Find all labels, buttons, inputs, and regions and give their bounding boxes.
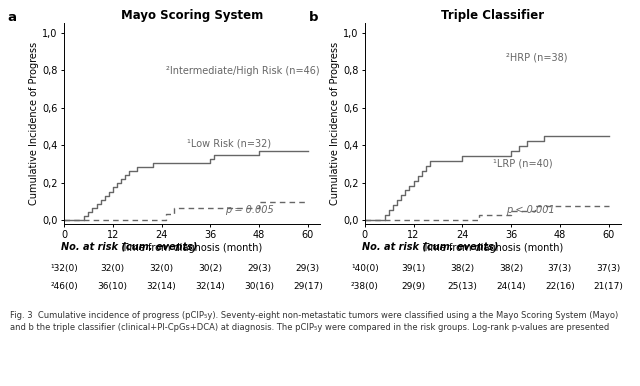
Text: 30(16): 30(16)	[244, 282, 274, 291]
Text: No. at risk (cum. events): No. at risk (cum. events)	[61, 241, 197, 251]
Y-axis label: Cumulative Incidence of Progress: Cumulative Incidence of Progress	[29, 42, 40, 205]
Text: ²46(0): ²46(0)	[50, 282, 78, 291]
Text: 29(17): 29(17)	[293, 282, 323, 291]
Text: p = 0.005: p = 0.005	[225, 205, 274, 215]
X-axis label: Time from diagnosis (month): Time from diagnosis (month)	[422, 243, 563, 253]
Text: 29(3): 29(3)	[247, 264, 271, 273]
Text: Fig. 3  Cumulative incidence of progress (pCIP₅y). Seventy-eight non-metastatic : Fig. 3 Cumulative incidence of progress …	[10, 311, 618, 332]
Text: 38(2): 38(2)	[499, 264, 523, 273]
Text: 22(16): 22(16)	[545, 282, 575, 291]
Text: 37(3): 37(3)	[548, 264, 572, 273]
Text: b: b	[308, 11, 318, 24]
Text: 32(0): 32(0)	[100, 264, 125, 273]
Text: ²Intermediate/High Risk (n=46): ²Intermediate/High Risk (n=46)	[166, 66, 320, 76]
Text: ²HRP (n=38): ²HRP (n=38)	[506, 52, 567, 62]
Text: ¹LRP (n=40): ¹LRP (n=40)	[493, 159, 552, 169]
Y-axis label: Cumulative Incidence of Progress: Cumulative Incidence of Progress	[330, 42, 340, 205]
Text: 32(14): 32(14)	[147, 282, 177, 291]
Text: ¹40(0): ¹40(0)	[351, 264, 379, 273]
Text: 24(14): 24(14)	[496, 282, 526, 291]
Title: Mayo Scoring System: Mayo Scoring System	[121, 9, 263, 22]
X-axis label: Time from diagnosis (month): Time from diagnosis (month)	[122, 243, 262, 253]
Text: 32(0): 32(0)	[150, 264, 173, 273]
Title: Triple Classifier: Triple Classifier	[441, 9, 545, 22]
Text: 37(3): 37(3)	[596, 264, 621, 273]
Text: 25(13): 25(13)	[447, 282, 477, 291]
Text: 36(10): 36(10)	[98, 282, 128, 291]
Text: 29(9): 29(9)	[401, 282, 426, 291]
Text: ¹Low Risk (n=32): ¹Low Risk (n=32)	[187, 139, 271, 149]
Text: No. at risk (cum. events): No. at risk (cum. events)	[362, 241, 498, 251]
Text: 21(17): 21(17)	[594, 282, 623, 291]
Text: ²38(0): ²38(0)	[351, 282, 379, 291]
Text: 32(14): 32(14)	[195, 282, 225, 291]
Text: 30(2): 30(2)	[198, 264, 222, 273]
Text: 38(2): 38(2)	[451, 264, 474, 273]
Text: 29(3): 29(3)	[296, 264, 320, 273]
Text: p < 0.001: p < 0.001	[506, 205, 554, 215]
Text: ¹32(0): ¹32(0)	[50, 264, 78, 273]
Text: 39(1): 39(1)	[401, 264, 426, 273]
Text: a: a	[8, 11, 17, 24]
